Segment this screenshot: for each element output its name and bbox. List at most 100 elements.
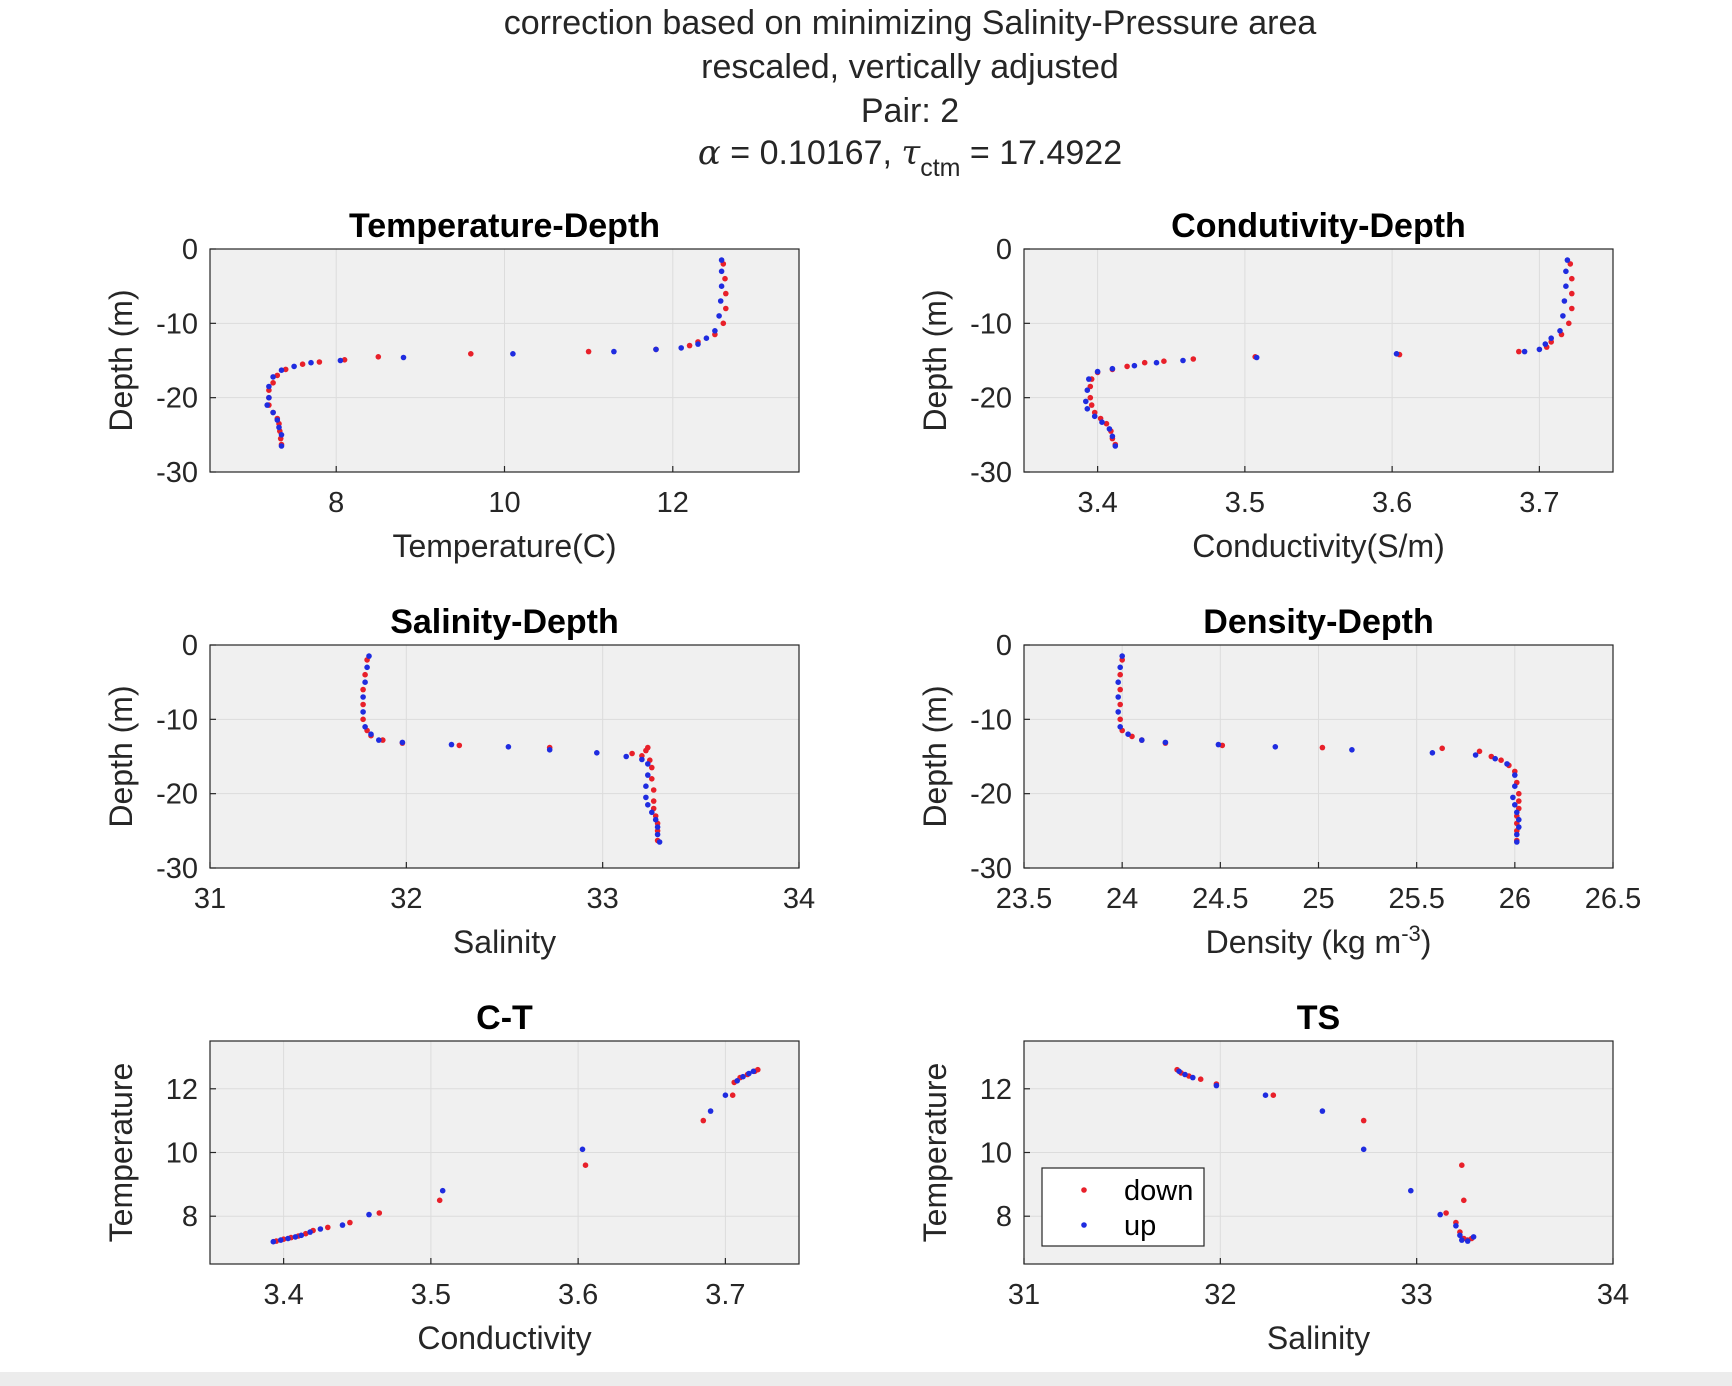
data-point-up [1213,1082,1220,1089]
axes-background [210,645,799,868]
data-point-down [1461,1197,1467,1204]
data-point-down [1360,1117,1367,1124]
x-tick-label: 33 [1401,1279,1433,1311]
y-tick-label: -20 [970,779,1012,811]
tau-symbol: τ [901,133,921,173]
data-point-down [1439,745,1445,752]
data-point-up [1253,354,1260,361]
x-tick-label: 3.6 [558,1279,598,1311]
data-point-down [360,716,366,723]
data-point-down [650,798,657,804]
data-point-down [1117,686,1123,693]
data-point-down [1569,275,1575,282]
data-point-up [1119,653,1125,659]
x-tick-label: 10 [488,487,520,519]
data-point-up [1563,283,1569,290]
y-tick-label: -10 [156,308,198,340]
data-point-up [740,1073,746,1080]
x-tick-label: 26.5 [1585,883,1641,915]
data-point-up [678,345,684,351]
data-point-up [645,772,651,778]
y-tick-label: 0 [996,630,1012,662]
data-point-up [1180,357,1186,364]
x-tick-label: 31 [1008,1279,1040,1311]
window-bottom-bar [0,1372,1732,1386]
data-point-up [1139,737,1145,743]
data-point-up [1542,341,1549,347]
data-point-up [1086,376,1092,382]
data-point-down [380,737,386,743]
data-point-down [1516,790,1522,797]
x-axis-label: Temperature(C) [392,528,616,564]
series-up [1083,257,1571,449]
panel-title: Salinity-Depth [390,603,619,641]
data-point-up [1514,809,1520,816]
data-point-up [1319,1108,1326,1114]
data-point-down [1566,320,1572,327]
data-point-down [1087,394,1094,401]
data-point-up [1091,413,1098,420]
data-point-down [723,305,729,312]
data-point-up [362,724,368,730]
data-point-up [308,359,314,366]
panel-conductivity-depth: 3.4 3.5 3.6 3.7 0 -10 -20 -30 Condutivity-Depth C… [917,207,1614,564]
data-point-down [1443,1210,1449,1216]
data-point-up [717,298,724,304]
data-point-up [643,794,649,801]
data-point-down [582,1162,589,1168]
data-point-up [1109,365,1116,372]
data-point-up [1492,755,1498,762]
data-point-up [510,351,516,357]
data-point-up [1262,1092,1269,1098]
y-tick-label: -30 [156,457,198,489]
x-tick-label: 24 [1106,883,1138,915]
data-point-down [755,1066,761,1073]
data-point-down [375,354,382,360]
data-point-up [1084,406,1091,412]
panel-title: TS [1297,999,1340,1037]
data-point-down [456,742,463,749]
data-point-up [654,824,661,830]
data-point-down [468,351,474,357]
data-point-down [1117,716,1123,723]
y-tick-label: 12 [166,1074,198,1106]
data-point-up [278,443,285,449]
data-point-down [1567,261,1574,267]
y-tick-label: 12 [980,1074,1012,1106]
x-tick-label: 24.5 [1192,883,1248,915]
data-point-up [594,750,600,756]
data-point-up [362,679,368,685]
x-axis-label: Conductivity [417,1320,591,1356]
suptitle-parameters: α = 0.10167, τctm = 17.4922 [698,133,1122,182]
data-point-up [1109,433,1116,440]
y-tick-label: 8 [996,1201,1012,1233]
data-point-up [652,816,659,823]
data-point-down [1569,290,1575,297]
data-point-down [1516,348,1522,355]
data-point-up [277,1237,284,1243]
data-point-down [347,1219,353,1226]
y-tick-label: -20 [156,779,198,811]
y-tick-label: -30 [970,457,1012,489]
data-point-down [585,348,592,355]
data-point-up [1464,1238,1471,1244]
data-point-down [302,1230,309,1237]
data-point-down [1161,358,1167,365]
data-point-up [1457,1232,1463,1239]
x-tick-label: 32 [1204,1279,1236,1311]
y-tick-label: -20 [156,383,198,415]
x-tick-label: 23.5 [996,883,1052,915]
data-point-up [1182,1071,1188,1078]
data-point-up [270,374,276,380]
data-point-up [1190,1074,1196,1081]
data-point-up [579,1146,586,1153]
data-point-up [278,367,285,374]
axes-frame [1023,248,1614,473]
data-point-up [1536,346,1543,353]
data-point-up [718,257,725,263]
data-point-up [368,731,374,737]
x-tick-label: 3.4 [1077,487,1117,519]
data-point-up [399,739,406,746]
data-point-down [1270,1092,1277,1098]
data-point-up [448,741,455,748]
